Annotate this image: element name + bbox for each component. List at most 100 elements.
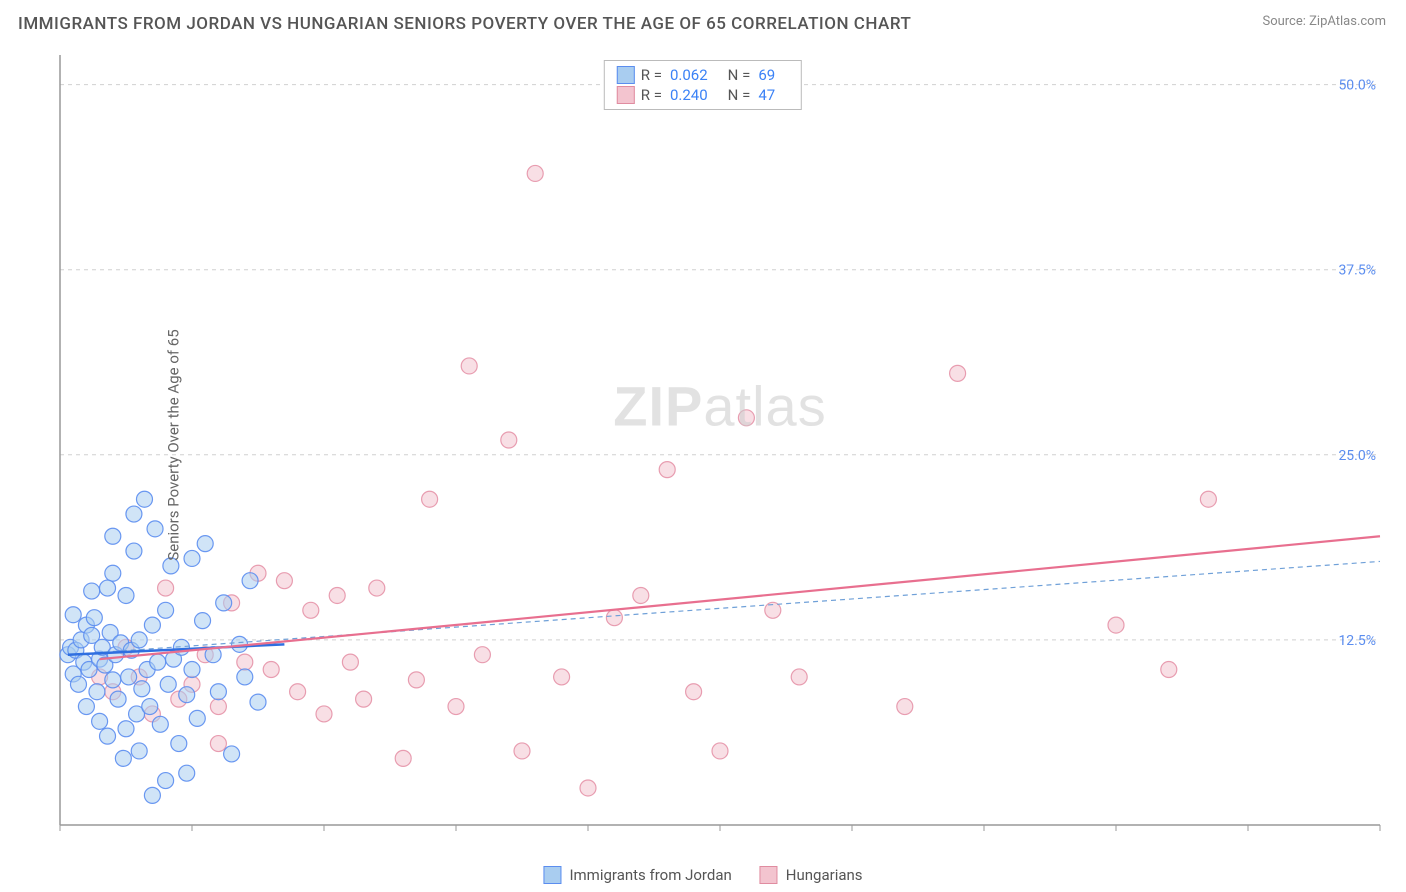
data-point-blue bbox=[118, 587, 134, 603]
legend-label: Hungarians bbox=[786, 866, 863, 884]
data-point-pink bbox=[290, 684, 306, 700]
legend-stats-row-pink: R = 0.240 N = 47 bbox=[617, 85, 789, 105]
data-point-pink bbox=[791, 669, 807, 685]
y-tick-label: 37.5% bbox=[1338, 263, 1376, 279]
n-value: 69 bbox=[758, 66, 775, 84]
data-point-pink bbox=[329, 587, 345, 603]
data-point-blue bbox=[121, 669, 137, 685]
data-point-pink bbox=[501, 432, 517, 448]
data-point-pink bbox=[303, 602, 319, 618]
data-point-pink bbox=[527, 165, 543, 181]
legend-swatch-pink bbox=[617, 86, 635, 104]
data-point-pink bbox=[1108, 617, 1124, 633]
source-attribution: Source: ZipAtlas.com bbox=[1262, 14, 1386, 29]
data-point-blue bbox=[142, 699, 158, 715]
data-point-pink bbox=[580, 780, 596, 796]
data-point-pink bbox=[276, 573, 292, 589]
data-point-blue bbox=[152, 716, 168, 732]
data-point-pink bbox=[422, 491, 438, 507]
data-point-blue bbox=[105, 528, 121, 544]
data-point-pink bbox=[1200, 491, 1216, 507]
data-point-blue bbox=[237, 669, 253, 685]
data-point-blue bbox=[92, 713, 108, 729]
data-point-blue bbox=[110, 691, 126, 707]
data-point-pink bbox=[1161, 662, 1177, 678]
data-point-blue bbox=[195, 613, 211, 629]
y-tick-label: 25.0% bbox=[1338, 448, 1376, 464]
data-point-pink bbox=[237, 654, 253, 670]
data-point-pink bbox=[369, 580, 385, 596]
data-point-blue bbox=[100, 580, 116, 596]
data-point-blue bbox=[179, 687, 195, 703]
data-point-blue bbox=[65, 607, 81, 623]
n-value: 47 bbox=[758, 86, 775, 104]
data-point-pink bbox=[395, 750, 411, 766]
data-point-pink bbox=[554, 669, 570, 685]
legend-stats: R = 0.062 N = 69 R = 0.240 N = 47 bbox=[604, 60, 802, 110]
data-point-blue bbox=[100, 728, 116, 744]
data-point-blue bbox=[179, 765, 195, 781]
data-point-blue bbox=[158, 602, 174, 618]
data-point-blue bbox=[224, 746, 240, 762]
data-point-pink bbox=[342, 654, 358, 670]
legend-label: Immigrants from Jordan bbox=[569, 866, 731, 884]
data-point-blue bbox=[197, 536, 213, 552]
r-label: R = bbox=[641, 86, 662, 104]
data-point-pink bbox=[408, 672, 424, 688]
data-point-blue bbox=[134, 681, 150, 697]
y-tick-label: 12.5% bbox=[1338, 633, 1376, 649]
data-point-blue bbox=[184, 550, 200, 566]
data-point-pink bbox=[659, 462, 675, 478]
data-point-pink bbox=[316, 706, 332, 722]
data-point-blue bbox=[160, 676, 176, 692]
data-point-blue bbox=[210, 684, 226, 700]
x-tick-label: 0.0% bbox=[60, 833, 90, 835]
data-point-blue bbox=[78, 699, 94, 715]
y-tick-label: 50.0% bbox=[1338, 78, 1376, 94]
data-point-blue bbox=[184, 662, 200, 678]
data-point-blue bbox=[105, 672, 121, 688]
scatter-plot: 0.0% 50.0% 12.5% 25.0% 37.5% 50.0% bbox=[50, 55, 1390, 835]
legend-swatch-blue bbox=[617, 66, 635, 84]
data-point-blue bbox=[250, 694, 266, 710]
data-point-blue bbox=[144, 617, 160, 633]
data-point-pink bbox=[897, 699, 913, 715]
data-point-blue bbox=[131, 632, 147, 648]
data-point-pink bbox=[158, 580, 174, 596]
data-point-pink bbox=[514, 743, 530, 759]
data-point-blue bbox=[70, 676, 86, 692]
chart-title: IMMIGRANTS FROM JORDAN VS HUNGARIAN SENI… bbox=[18, 14, 911, 34]
r-value: 0.240 bbox=[670, 86, 708, 104]
y-axis-label: Seniors Poverty Over the Age of 65 bbox=[165, 329, 183, 560]
legend-item-blue: Immigrants from Jordan bbox=[543, 866, 731, 884]
data-point-pink bbox=[356, 691, 372, 707]
data-point-pink bbox=[606, 610, 622, 626]
data-point-pink bbox=[712, 743, 728, 759]
data-point-pink bbox=[474, 647, 490, 663]
r-value: 0.062 bbox=[670, 66, 708, 84]
data-point-pink bbox=[210, 736, 226, 752]
data-point-blue bbox=[115, 750, 131, 766]
data-point-pink bbox=[633, 587, 649, 603]
data-point-blue bbox=[118, 721, 134, 737]
data-point-blue bbox=[105, 565, 121, 581]
legend-stats-row-blue: R = 0.062 N = 69 bbox=[617, 65, 789, 85]
x-tick-label: 50.0% bbox=[1342, 833, 1380, 835]
data-point-blue bbox=[144, 787, 160, 803]
legend-swatch-blue bbox=[543, 866, 561, 884]
data-point-blue bbox=[171, 736, 187, 752]
data-point-blue bbox=[126, 543, 142, 559]
trendline-pink-solid bbox=[100, 536, 1380, 659]
n-label: N = bbox=[728, 66, 751, 84]
data-point-blue bbox=[242, 573, 258, 589]
n-label: N = bbox=[728, 86, 751, 104]
data-point-blue bbox=[131, 743, 147, 759]
data-point-blue bbox=[189, 710, 205, 726]
data-point-pink bbox=[738, 410, 754, 426]
data-point-blue bbox=[158, 773, 174, 789]
data-point-pink bbox=[448, 699, 464, 715]
legend-swatch-pink bbox=[760, 866, 778, 884]
data-point-pink bbox=[263, 662, 279, 678]
data-point-blue bbox=[216, 595, 232, 611]
data-point-blue bbox=[147, 521, 163, 537]
